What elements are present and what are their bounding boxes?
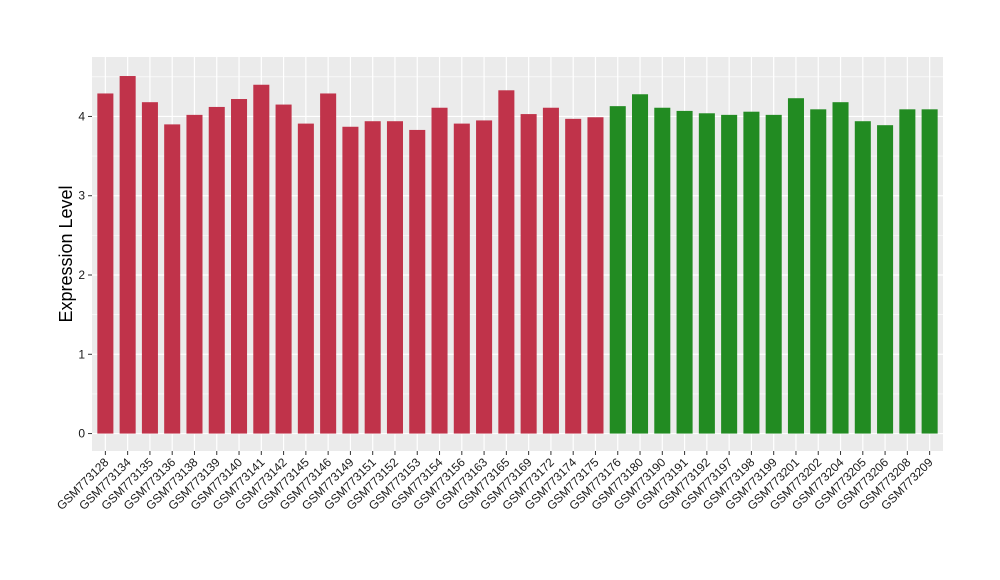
bar-GSM773154 [431,107,448,434]
bar-GSM773206 [877,125,894,434]
y-axis: 0 1 2 3 4 [78,109,92,441]
bar-GSM773134 [119,76,136,434]
bar-GSM773174 [565,118,582,434]
bar-GSM773142 [275,104,292,434]
bar-GSM773141 [253,84,270,434]
bar-GSM773201 [787,98,804,434]
bar-GSM773169 [520,114,537,434]
bar-GSM773198 [743,111,760,434]
bar-GSM773180 [632,94,649,434]
bar-GSM773175 [587,117,604,434]
bar-GSM773138 [186,114,203,434]
bar-GSM773139 [208,106,225,434]
bar-GSM773208 [899,109,916,434]
bar-GSM773191 [676,110,693,434]
bar-GSM773205 [854,121,871,434]
bar-GSM773199 [765,114,782,434]
bar-GSM773165 [498,90,515,434]
bar-GSM773202 [810,109,827,434]
bar-GSM773172 [542,107,559,434]
bar-GSM773152 [386,121,403,434]
bar-GSM773136 [164,124,181,434]
bar-GSM773151 [364,121,381,434]
y-tick-label: 0 [78,427,85,441]
bar-GSM773163 [476,120,493,434]
bar-GSM773140 [231,99,248,434]
bars [97,76,938,434]
bar-GSM773204 [832,102,849,434]
y-axis-title: Expression Level [56,185,76,322]
bar-GSM773197 [721,114,738,434]
y-tick-label: 4 [78,109,85,123]
y-tick-label: 1 [78,347,85,361]
bar-GSM773135 [141,102,158,434]
bar-GSM773190 [654,107,671,434]
bar-GSM773149 [342,126,359,434]
bar-GSM773145 [297,123,314,434]
bar-GSM773192 [698,113,715,434]
bar-GSM773176 [609,106,626,434]
bar-GSM773156 [453,123,470,434]
bar-GSM773209 [921,109,938,434]
x-axis: GSM773128GSM773134GSM773135GSM773136GSM7… [54,451,936,513]
bar-GSM773128 [97,93,114,434]
y-tick-label: 2 [78,268,85,282]
bar-GSM773153 [409,129,426,434]
y-tick-label: 3 [78,189,85,203]
bar-GSM773146 [320,93,337,434]
